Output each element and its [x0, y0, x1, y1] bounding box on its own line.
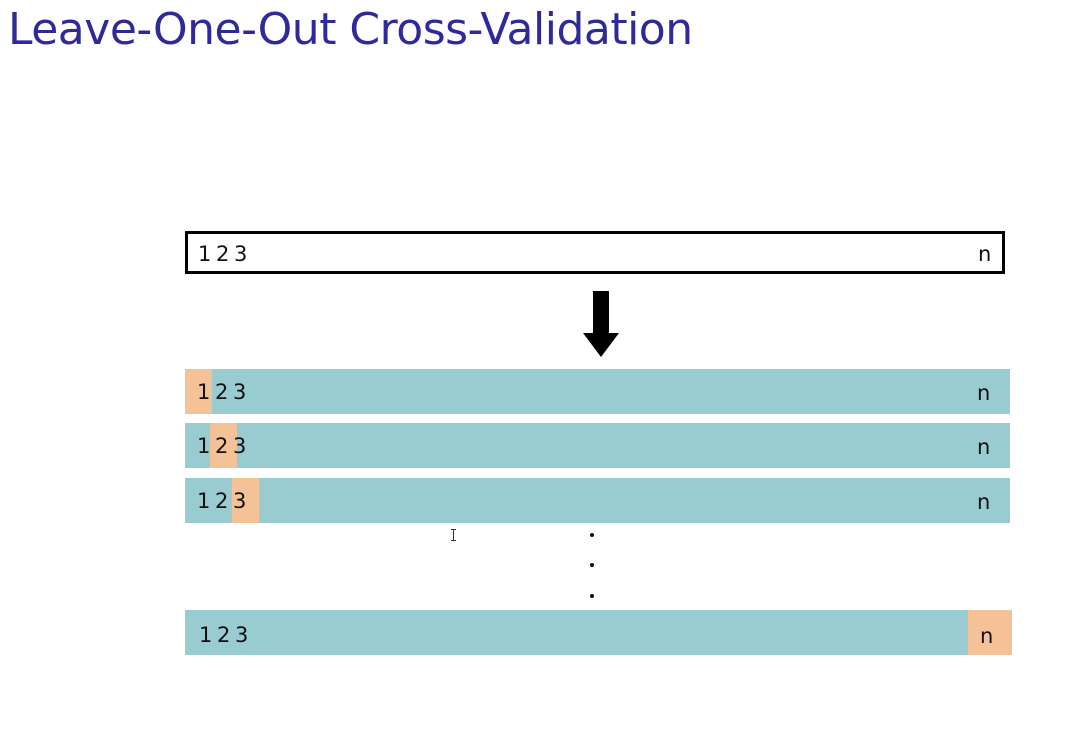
index-label-3: 3	[233, 434, 247, 458]
index-label-2: 2	[215, 434, 229, 458]
index-label-n: n	[980, 624, 994, 648]
index-label-1: 1	[198, 242, 212, 266]
split-row-n: 1 2 3 n	[185, 610, 1012, 655]
index-label-1: 1	[197, 489, 211, 513]
index-label-1: 1	[197, 380, 211, 404]
index-label-2: 2	[215, 380, 229, 404]
slide-title: Leave-One-Out Cross-Validation	[8, 4, 693, 55]
index-label-2: 2	[216, 242, 230, 266]
text-cursor-icon	[451, 529, 456, 541]
down-arrow-icon	[583, 291, 619, 357]
index-label-n: n	[978, 242, 992, 266]
index-label-3: 3	[233, 489, 247, 513]
validation-block	[210, 423, 237, 468]
index-label-n: n	[977, 381, 991, 405]
index-label-n: n	[977, 490, 991, 514]
index-label-2: 2	[215, 489, 229, 513]
index-label-3: 3	[235, 623, 249, 647]
index-label-1: 1	[199, 623, 213, 647]
index-label-3: 3	[234, 242, 248, 266]
validation-block	[232, 478, 259, 523]
split-row-1: 1 2 3 n	[185, 369, 1010, 414]
index-label-1: 1	[197, 434, 211, 458]
validation-block	[185, 369, 212, 414]
validation-block	[968, 610, 1012, 655]
index-label-2: 2	[217, 623, 231, 647]
full-dataset-bar: 1 2 3 n	[185, 231, 1005, 274]
split-row-3: 1 2 3 n	[185, 478, 1010, 523]
ellipsis-dot	[590, 563, 594, 567]
index-label-3: 3	[233, 380, 247, 404]
ellipsis-dot	[590, 533, 594, 537]
index-label-n: n	[977, 435, 991, 459]
ellipsis-dot	[590, 594, 594, 598]
split-row-2: 1 2 3 n	[185, 423, 1010, 468]
